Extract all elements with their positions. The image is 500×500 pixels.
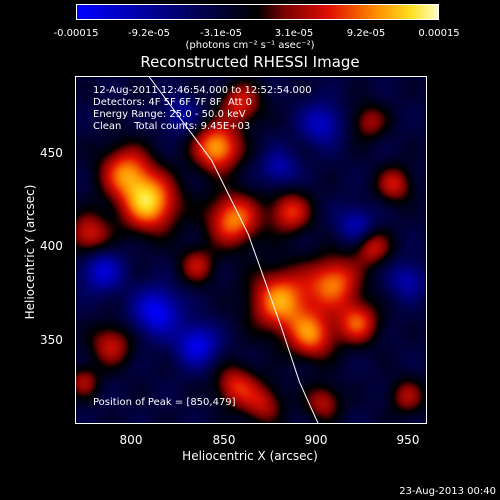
chart-title: Reconstructed RHESSI Image <box>140 53 360 71</box>
x-tick-label: 850 <box>212 433 236 447</box>
info-detectors: Detectors: 4F 5F 6F 7F 8F Att 0 <box>93 97 253 108</box>
timestamp: 23-Aug-2013 00:40 <box>399 486 496 497</box>
heatmap-image <box>76 77 426 423</box>
x-tick-label: 950 <box>396 433 420 447</box>
x-tick-label: 800 <box>119 433 143 447</box>
limb-line <box>148 77 319 423</box>
x-tick-label: 900 <box>304 433 328 447</box>
colorbar <box>76 4 439 20</box>
y-axis-label: Heliocentric Y (arcsec) <box>23 184 37 320</box>
colorbar-tick: -3.1e-05 <box>200 28 242 39</box>
colorbar-tick: 0.00015 <box>418 28 460 39</box>
colorbar-tick: 3.1e-05 <box>274 28 314 39</box>
info-time-range: 12-Aug-2011 12:46:54.000 to 12:52:54.000 <box>93 85 312 96</box>
info-energy-range: Energy Range: 25.0 - 50.0 keV <box>93 109 246 120</box>
plot-area <box>75 76 427 424</box>
solar-limb <box>148 77 319 423</box>
y-tick-label: 450 <box>40 146 63 160</box>
peak-position: Position of Peak = [850,479] <box>93 397 236 408</box>
x-axis-label: Heliocentric X (arcsec) <box>182 449 318 463</box>
colorbar-units: (photons cm⁻² s⁻¹ asec⁻²) <box>185 40 315 51</box>
colorbar-tick: -9.2e-05 <box>128 28 170 39</box>
colorbar-tick: -0.00015 <box>53 28 99 39</box>
y-tick-label: 400 <box>40 239 63 253</box>
info-counts: Clean Total counts: 9.45E+03 <box>93 121 251 132</box>
colorbar-tick: 9.2e-05 <box>346 28 386 39</box>
y-tick-label: 350 <box>40 333 63 347</box>
